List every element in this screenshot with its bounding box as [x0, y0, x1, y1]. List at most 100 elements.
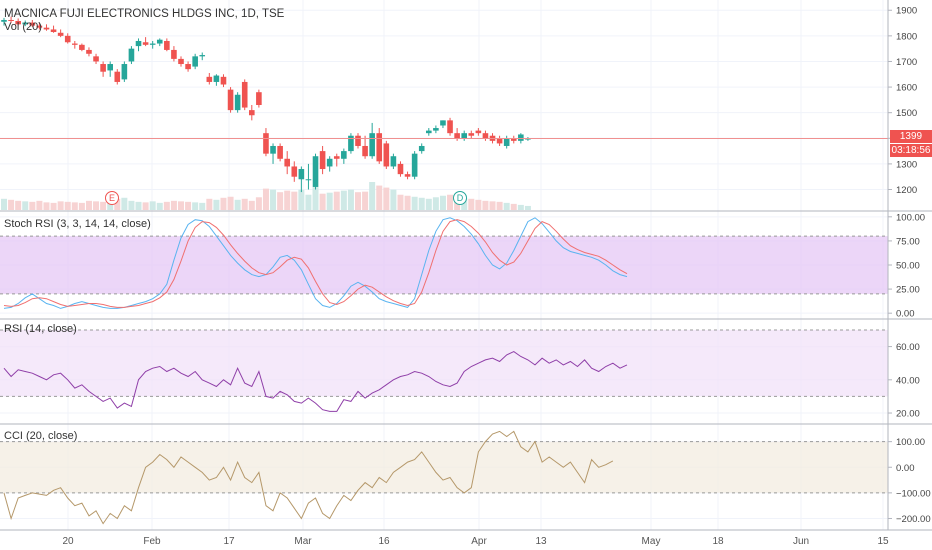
- y-tick-label: 1800: [896, 31, 917, 42]
- volume-bar: [128, 200, 135, 210]
- candle-body: [263, 133, 269, 154]
- candle-body: [348, 135, 354, 152]
- y-tick-label: 50.00: [896, 261, 920, 272]
- volume-bar: [15, 200, 22, 210]
- candle: [256, 89, 262, 108]
- y-tick-label: 100.00: [896, 212, 925, 223]
- candle-body: [114, 71, 121, 82]
- candle: [468, 130, 475, 139]
- candle-body: [249, 110, 255, 116]
- candle-body: [178, 58, 184, 65]
- volume-bar: [425, 198, 432, 210]
- cci-line-1: [3, 430, 614, 525]
- candle-body: [369, 133, 375, 157]
- stoch-rsi-line-2: [3, 219, 628, 308]
- candle: [475, 128, 482, 136]
- y-tick-label: 0.00: [896, 309, 915, 320]
- candle-body: [8, 19, 14, 21]
- rsi-line-1: [3, 351, 628, 412]
- candle-body: [475, 130, 482, 134]
- candle-body: [227, 89, 234, 111]
- candle: [57, 29, 64, 38]
- candle: [227, 87, 234, 113]
- candle: [426, 128, 432, 136]
- candle-body: [397, 163, 404, 175]
- volume-bar: [199, 202, 206, 210]
- candle-body: [107, 64, 113, 71]
- candle-body: [43, 27, 50, 30]
- y-tick-label: 100.00: [896, 437, 925, 448]
- candle: [192, 53, 198, 70]
- candle-body: [390, 156, 397, 167]
- volume-bar: [524, 205, 531, 210]
- volume-bar: [100, 201, 107, 210]
- volume-bar: [71, 202, 78, 210]
- chart-title: MACNICA FUJI ELECTRONICS HLDGS INC, 1D, …: [4, 8, 285, 20]
- candle-body: [383, 143, 390, 167]
- volume-bar: [376, 185, 383, 210]
- volume-bar: [340, 190, 347, 210]
- candle: [114, 69, 121, 85]
- volume-bar: [149, 201, 156, 210]
- earnings-marker[interactable]: E: [105, 191, 119, 205]
- x-tick-label: May: [642, 536, 661, 547]
- candle: [29, 19, 36, 27]
- volume-bar: [277, 192, 284, 210]
- volume-bar: [397, 194, 404, 210]
- candle-body: [362, 145, 368, 157]
- y-tick-label: 20.00: [896, 409, 920, 420]
- candle: [199, 52, 206, 61]
- volume-bar: [298, 189, 305, 210]
- candle: [376, 128, 383, 164]
- candle-body: [220, 76, 227, 85]
- volume-legend: Vol (20): [4, 21, 42, 33]
- candle-body: [149, 43, 156, 45]
- candle-body: [199, 55, 206, 57]
- candle-body: [355, 135, 361, 146]
- candle-body: [164, 40, 170, 50]
- candle-body: [142, 42, 149, 45]
- candle: [64, 33, 71, 44]
- candle: [411, 151, 418, 180]
- volume-bar: [114, 198, 121, 210]
- volume-bar: [234, 199, 241, 210]
- candle-body: [496, 138, 503, 144]
- candle-body: [256, 92, 262, 105]
- x-tick-label: Mar: [294, 536, 312, 547]
- volume-bar: [312, 187, 319, 210]
- volume-bar: [270, 189, 277, 210]
- candle-body: [171, 49, 177, 59]
- candle: [128, 46, 135, 65]
- volume-bar: [178, 201, 184, 210]
- candle: [305, 163, 312, 190]
- candle: [86, 47, 92, 57]
- candle-body: [156, 39, 163, 44]
- volume-bar: [510, 203, 517, 210]
- candle: [135, 38, 142, 52]
- volume-bar: [163, 201, 170, 210]
- volume-bar: [135, 201, 142, 210]
- volume-bar: [475, 199, 482, 210]
- candle: [206, 72, 213, 85]
- volume-bar: [206, 198, 213, 210]
- candle: [22, 20, 29, 27]
- candle-body: [319, 151, 326, 170]
- candle-body: [433, 128, 439, 131]
- candle-body: [206, 76, 213, 82]
- cci-title: CCI (20, close): [4, 430, 78, 442]
- volume-bar: [170, 200, 177, 210]
- candle: [8, 16, 14, 24]
- candle: [93, 53, 99, 65]
- volume-bar: [447, 194, 454, 210]
- candle-body: [411, 153, 418, 177]
- dividend-marker[interactable]: D: [453, 191, 467, 205]
- volume-bar: [404, 195, 411, 210]
- candle: [348, 133, 354, 154]
- candle: [72, 40, 78, 49]
- candle: [341, 148, 347, 164]
- candle: [333, 153, 340, 167]
- volume-bar: [362, 191, 369, 210]
- y-tick-label: −200.00: [896, 514, 931, 525]
- y-tick-label: 1300: [896, 159, 917, 170]
